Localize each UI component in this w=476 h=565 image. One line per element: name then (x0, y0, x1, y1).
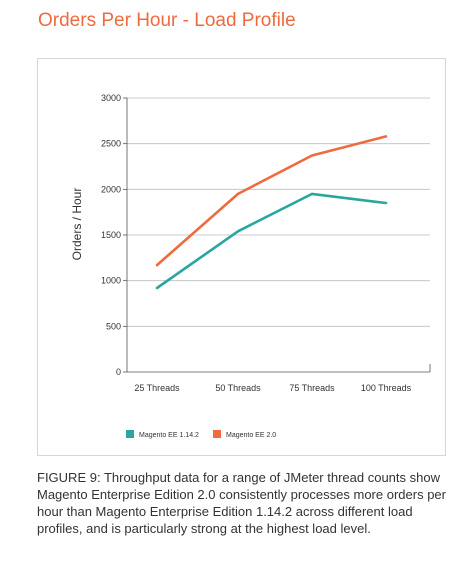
legend-swatch-1 (126, 430, 134, 438)
legend: Magento EE 1.14.2 Magento EE 2.0 (126, 430, 276, 439)
chart-frame (37, 58, 446, 456)
axes (123, 97, 431, 373)
y-tick-label: 1500 (101, 230, 121, 240)
x-tick-label: 25 Threads (134, 383, 180, 393)
x-tick-labels: 25 Threads 50 Threads 75 Threads 100 Thread… (134, 383, 411, 393)
x-tick-label: 75 Threads (289, 383, 335, 393)
x-tick-label: 100 Threads (361, 383, 412, 393)
y-tick-label: 1000 (101, 276, 121, 286)
grid-lines (127, 97, 430, 327)
chart-title: Orders Per Hour - Load Profile (38, 10, 296, 31)
y-axis-label: Orders / Hour (70, 188, 84, 261)
legend-swatch-2 (213, 430, 221, 438)
series-lines (155, 135, 388, 290)
y-tick-label: 3000 (101, 93, 121, 103)
y-tick-labels: 0 500 1000 1500 2000 2500 3000 (101, 93, 121, 377)
y-tick-label: 2000 (101, 184, 121, 194)
y-tick-label: 0 (116, 367, 121, 377)
figure-caption: FIGURE 9: Throughput data for a range of… (37, 470, 446, 536)
x-tick-label: 50 Threads (215, 383, 261, 393)
legend-label-2: Magento EE 2.0 (226, 432, 276, 439)
series-line-2 (155, 135, 388, 267)
y-tick-label: 2500 (101, 139, 121, 149)
y-tick-label: 500 (106, 321, 121, 331)
series-line-1 (155, 192, 388, 290)
legend-label-1: Magento EE 1.14.2 (139, 432, 199, 439)
